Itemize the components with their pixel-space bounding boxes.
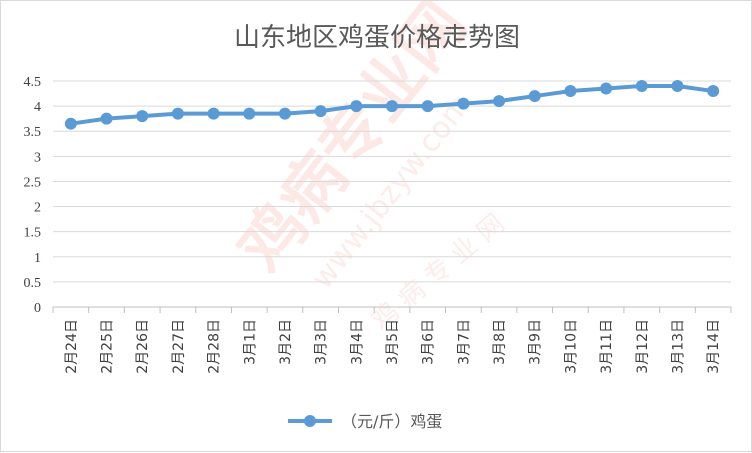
data-point [707, 85, 720, 98]
data-point [493, 95, 506, 108]
x-tick-label: 3月2日 [278, 319, 294, 365]
data-point [457, 97, 470, 110]
x-tick-label: 3月13日 [670, 319, 686, 374]
data-point [314, 105, 327, 118]
x-tick-label: 2月24日 [64, 319, 80, 374]
data-point [100, 112, 113, 125]
x-tick-label: 3月6日 [421, 319, 437, 365]
data-point [64, 117, 77, 130]
y-tick-label: 3 [34, 150, 41, 165]
x-tick-label: 3月7日 [456, 319, 472, 365]
data-point [600, 82, 613, 95]
x-tick-label: 3月4日 [349, 319, 365, 365]
data-point [671, 80, 684, 93]
legend-label: （元/斤）鸡蛋 [341, 412, 442, 431]
x-tick-label: 3月10日 [563, 319, 579, 374]
y-tick-label: 4 [34, 100, 41, 115]
data-point [350, 100, 363, 113]
data-point [421, 100, 434, 113]
data-point [207, 107, 220, 120]
data-point [278, 107, 291, 120]
x-axis-ticks: 2月24日 2月25日 2月26日 2月27日 2月28日 3月1日 3月2日 3月3日 3月4… [52, 307, 732, 374]
legend: （元/斤）鸡蛋 [288, 412, 442, 431]
x-tick-label: 2月28日 [207, 319, 223, 374]
x-tick-label: 3月3日 [314, 319, 330, 365]
x-tick-label: 2月27日 [171, 319, 187, 374]
chart-title: 山东地区鸡蛋价格走势图 [234, 23, 520, 53]
y-tick-label: 3.5 [24, 125, 42, 140]
x-tick-label: 3月1日 [242, 319, 258, 365]
data-point [386, 100, 398, 113]
y-tick-label: 2 [34, 201, 41, 216]
y-tick-label: 0 [34, 301, 41, 316]
data-point [171, 107, 184, 120]
data-point [635, 80, 648, 93]
x-tick-label: 3月5日 [385, 319, 401, 365]
y-tick-label: 1 [34, 251, 41, 266]
data-point [564, 85, 577, 98]
x-tick-label: 3月12日 [635, 319, 651, 374]
legend-marker [304, 415, 316, 427]
watermark-sub: 鸡 病 专 业 网 [366, 209, 510, 337]
series-layer [64, 80, 720, 130]
y-tick-label: 2.5 [24, 175, 42, 190]
x-tick-label: 2月25日 [100, 319, 116, 374]
y-tick-label: 0.5 [24, 276, 42, 291]
x-tick-label: 3月8日 [492, 319, 508, 365]
x-tick-label: 2月26日 [135, 319, 151, 374]
y-axis-ticks: 0 0.5 1 1.5 2 2.5 3 3.5 4 4.5 [24, 75, 42, 316]
y-tick-label: 4.5 [24, 75, 42, 90]
x-tick-label: 3月14日 [706, 319, 722, 374]
x-tick-label: 3月11日 [599, 319, 615, 374]
y-tick-label: 1.5 [24, 226, 42, 241]
data-point [243, 107, 256, 120]
data-point [136, 110, 149, 123]
data-point [528, 90, 541, 103]
x-tick-label: 3月9日 [528, 319, 544, 365]
